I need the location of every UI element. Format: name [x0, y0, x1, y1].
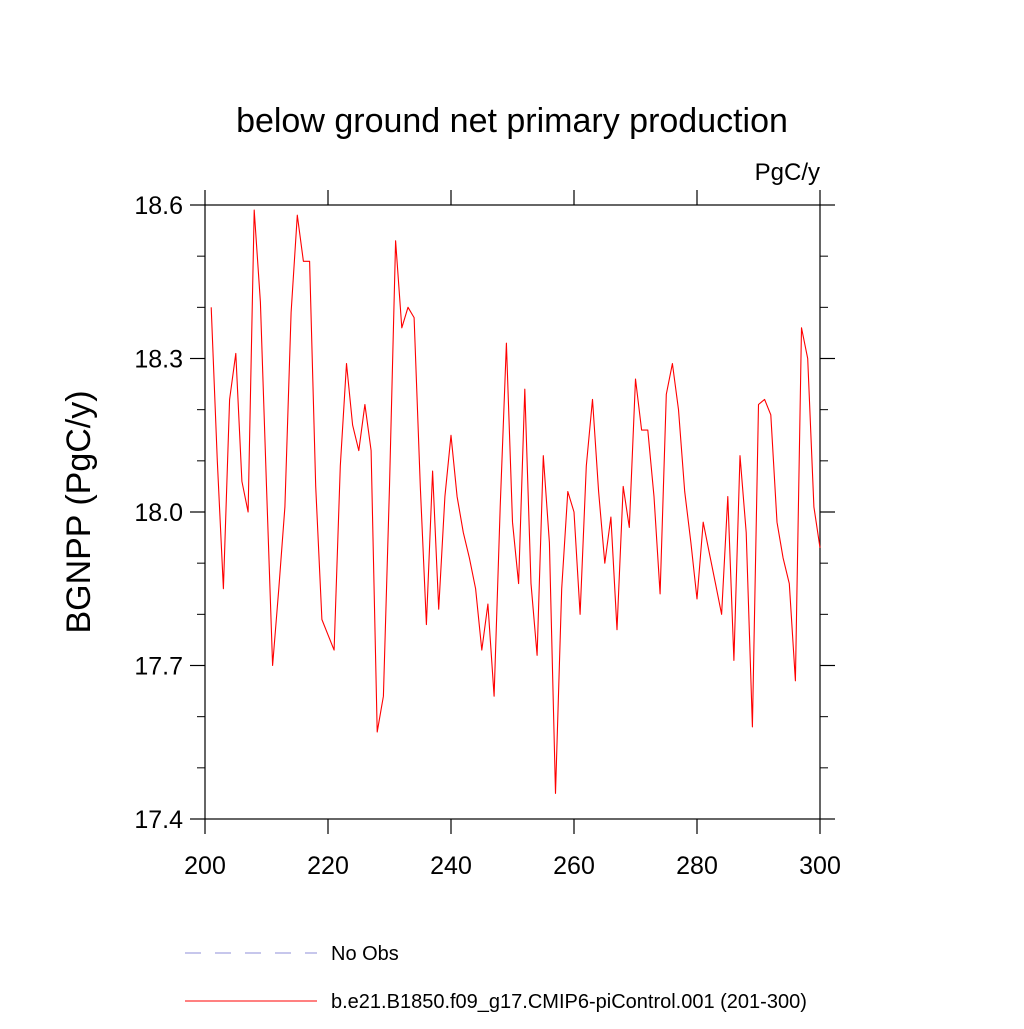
series-layer: [210, 209, 821, 794]
legend: No Obs b.e21.B1850.f09_g17.CMIP6-piContr…: [185, 943, 807, 1013]
series-line-picontrol: [210, 209, 821, 794]
x-tick-label: 240: [430, 852, 472, 880]
x-tick-label: 200: [184, 852, 226, 880]
chart-title: below ground net primary production: [236, 102, 788, 140]
x-tick-label: 280: [676, 852, 718, 880]
y-tick-label: 18.6: [134, 192, 183, 220]
x-tick-label: 300: [799, 852, 841, 880]
y-tick-label: 17.7: [134, 653, 183, 681]
y-tick-label: 18.0: [134, 499, 183, 527]
x-tick-label: 260: [553, 852, 595, 880]
x-axis-ticks: 200 220 240 260 280 300: [184, 190, 841, 880]
y-tick-label: 17.4: [134, 806, 183, 834]
y-axis-ticks: 17.4 17.7 18.0 18.3 18.6: [134, 192, 835, 834]
y-minor-ticks: [197, 255, 828, 769]
units-label: PgC/y: [755, 159, 820, 186]
y-tick-label: 18.3: [134, 346, 183, 374]
y-axis-label: BGNPP (PgC/y): [60, 390, 98, 633]
legend-label-picontrol: b.e21.B1850.f09_g17.CMIP6-piControl.001 …: [331, 991, 807, 1013]
x-tick-label: 220: [307, 852, 349, 880]
legend-label-no-obs: No Obs: [331, 943, 399, 965]
